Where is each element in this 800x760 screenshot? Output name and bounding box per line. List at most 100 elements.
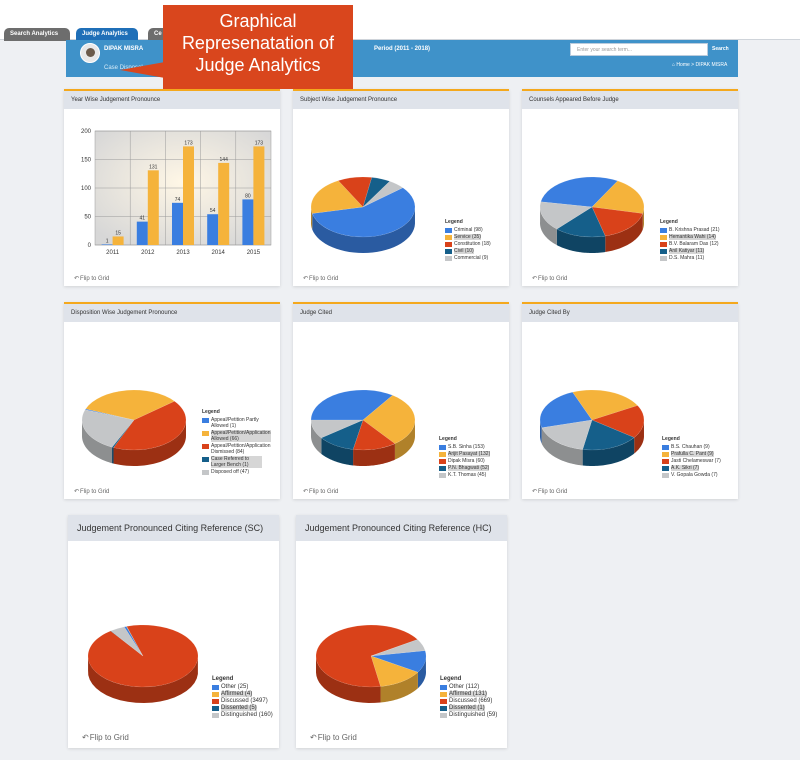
flip-to-grid-button[interactable]: ↶Flip to Grid	[74, 488, 109, 495]
legend-item[interactable]: Hemantika Wahi (14)	[660, 234, 720, 240]
pie-slice[interactable]	[113, 400, 187, 451]
pie-slice[interactable]	[582, 419, 635, 451]
pie-slice[interactable]	[123, 626, 144, 657]
pie-slice[interactable]	[370, 639, 419, 657]
legend-item[interactable]: Discussed (669)	[440, 698, 502, 704]
flip-to-grid-button[interactable]: ↶Flip to Grid	[82, 733, 129, 742]
pie-slice[interactable]	[111, 419, 135, 448]
pie-slice[interactable]	[337, 176, 373, 208]
bar[interactable]	[218, 162, 230, 245]
flip-to-grid-button[interactable]: ↶Flip to Grid	[532, 488, 567, 495]
pie-slice[interactable]	[87, 624, 199, 688]
pie-slice[interactable]	[110, 626, 144, 657]
legend-item[interactable]: A.K. Sikri (7)	[662, 465, 722, 471]
breadcrumb-home[interactable]: Home	[676, 62, 690, 68]
bar-data-label: 41	[140, 216, 146, 222]
flip-to-grid-button[interactable]: ↶Flip to Grid	[532, 275, 567, 282]
pie-slice[interactable]	[539, 391, 593, 428]
legend-item[interactable]: V. Gopala Gowda (7)	[662, 472, 722, 478]
pie-slice[interactable]	[310, 180, 364, 214]
panel-counsels: Counsels Appeared Before Judge ↶Flip to …	[522, 89, 738, 286]
pie-slice[interactable]	[85, 389, 175, 421]
tab-judge-analytics[interactable]: Judge Analytics	[76, 28, 138, 41]
legend-item[interactable]: Appeal/Petition/Application Allowed (66)	[202, 430, 271, 442]
legend-item[interactable]: Affirmed (131)	[440, 691, 502, 697]
legend-item[interactable]: Dissented (1)	[440, 705, 502, 711]
legend-item[interactable]: Discussed (3497)	[212, 698, 274, 704]
bar[interactable]	[172, 202, 183, 245]
legend-item[interactable]: Case Referred to Larger Bench (1)	[202, 456, 262, 468]
flip-to-grid-button[interactable]: ↶Flip to Grid	[303, 488, 338, 495]
legend-item[interactable]: Distinguished (59)	[440, 712, 502, 718]
legend-item[interactable]: B.V. Balaram Das (12)	[660, 241, 720, 247]
pie-slice[interactable]	[591, 180, 645, 214]
legend-item[interactable]: Commercial (9)	[445, 255, 505, 261]
panel-title: Judgement Pronounced Citing Reference (H…	[296, 515, 507, 541]
bar[interactable]	[207, 214, 219, 245]
legend-item[interactable]: Disposed off (47)	[202, 469, 262, 475]
flip-to-grid-button[interactable]: ↶Flip to Grid	[310, 733, 357, 742]
legend-item[interactable]: Prafulla C. Pant (9)	[662, 451, 722, 457]
pie-slice[interactable]	[572, 389, 638, 421]
pie-slice[interactable]	[362, 177, 391, 208]
legend-item[interactable]: Dissented (5)	[212, 705, 274, 711]
legend-item[interactable]: Civil (10)	[445, 248, 505, 254]
legend-item[interactable]: Criminal (98)	[445, 227, 505, 233]
legend-swatch	[440, 713, 447, 718]
pie-slice[interactable]	[362, 395, 416, 444]
flip-to-grid-button[interactable]: ↶Flip to Grid	[74, 275, 109, 282]
legend-item[interactable]: S.B. Sinha (153)	[439, 444, 499, 450]
pie-slice[interactable]	[110, 630, 144, 657]
pie-slice[interactable]	[541, 419, 593, 450]
pie-slice[interactable]	[370, 650, 427, 673]
pie-slice[interactable]	[310, 419, 364, 439]
search-button[interactable]: Search	[712, 46, 729, 52]
bar[interactable]	[112, 236, 124, 245]
pie-slice[interactable]	[320, 419, 364, 450]
bar[interactable]	[253, 146, 265, 245]
legend-item[interactable]: Other (112)	[440, 684, 502, 690]
legend-item[interactable]: Constitution (18)	[445, 241, 505, 247]
legend-item[interactable]: B. Krishna Prasad (21)	[660, 227, 720, 233]
pie-slice[interactable]	[310, 389, 393, 421]
legend-item[interactable]: Jasti Chelameswar (7)	[662, 458, 722, 464]
pie-slice[interactable]	[84, 408, 135, 421]
tab-search-analytics[interactable]: Search Analytics	[4, 28, 70, 41]
pie-slice[interactable]	[370, 639, 426, 657]
legend-item[interactable]: P.N. Bhagwati (52)	[439, 465, 499, 471]
bar[interactable]	[101, 244, 113, 245]
legend-item[interactable]: Appeal/Petition Partly Allowed (1)	[202, 417, 262, 429]
legend-item[interactable]: Appeal/Petition/Application Dismissed (8…	[202, 443, 271, 455]
legend-item[interactable]: Affirmed (4)	[212, 691, 274, 697]
bar[interactable]	[242, 199, 254, 245]
bar[interactable]	[183, 146, 194, 245]
legend-item[interactable]: D.S. Mahra (11)	[660, 255, 720, 261]
legend-item[interactable]: Other (25)	[212, 684, 274, 690]
pie-slice[interactable]	[311, 187, 416, 238]
bar[interactable]	[147, 170, 159, 245]
pie-slice[interactable]	[352, 419, 396, 451]
legend-item[interactable]: Dipak Misra (60)	[439, 458, 499, 464]
legend-item[interactable]: K.T. Thomas (45)	[439, 472, 499, 478]
legend-item[interactable]: Service (35)	[445, 234, 505, 240]
legend-item[interactable]: Distinguished (160)	[212, 712, 274, 718]
pie-slice[interactable]	[539, 201, 593, 230]
legend-item[interactable]: Arijit Pasayat (132)	[439, 451, 499, 457]
pie-slice[interactable]	[362, 181, 404, 208]
pie-slice[interactable]	[540, 176, 619, 208]
legend-item[interactable]: Anil Katiyar (11)	[660, 248, 720, 254]
pie-legend: Legend Appeal/Petition Partly Allowed (1)…	[202, 409, 271, 476]
pie-slice[interactable]	[81, 409, 135, 448]
pie-slice[interactable]	[315, 624, 418, 688]
flip-to-grid-button[interactable]: ↶Flip to Grid	[303, 275, 338, 282]
legend-item[interactable]: B.S. Chauhan (9)	[662, 444, 722, 450]
pie-slice[interactable]	[556, 206, 606, 238]
pie-slice[interactable]	[591, 405, 645, 438]
pie-slice[interactable]	[126, 626, 144, 657]
bar[interactable]	[136, 221, 148, 245]
pie-slice[interactable]	[370, 655, 419, 687]
search-input[interactable]: Enter your search term...	[570, 43, 708, 56]
home-icon[interactable]: ⌂	[672, 62, 676, 68]
panel-title: Judgement Pronounced Citing Reference (S…	[68, 515, 279, 541]
pie-slice[interactable]	[591, 206, 644, 237]
